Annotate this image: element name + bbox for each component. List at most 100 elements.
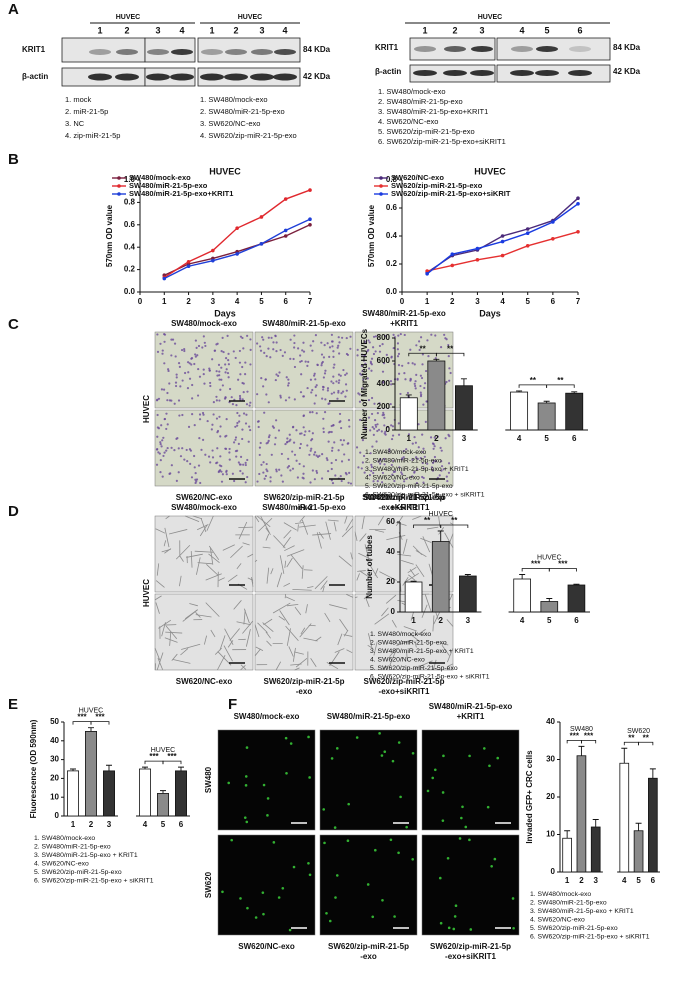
cell	[449, 371, 452, 375]
cell	[268, 434, 271, 437]
tube	[182, 609, 198, 622]
cell	[233, 479, 236, 483]
significance: ***	[531, 560, 541, 569]
cell	[265, 462, 268, 466]
cell	[386, 425, 389, 429]
tube	[243, 608, 250, 624]
tube	[236, 563, 242, 570]
cell	[159, 442, 162, 446]
cell	[281, 886, 285, 890]
x-axis-label: Days	[214, 308, 236, 318]
cell	[381, 899, 384, 902]
cell	[210, 428, 213, 431]
cell	[401, 473, 404, 476]
cell	[349, 482, 353, 485]
cell	[306, 386, 309, 390]
tube	[432, 668, 443, 671]
label: SW480/mock-exo	[234, 712, 300, 721]
cell	[291, 450, 294, 453]
cell	[315, 471, 319, 474]
cell	[404, 378, 407, 381]
cell	[308, 411, 312, 414]
tube	[263, 618, 273, 626]
cell	[424, 369, 428, 373]
legend-entry: 1. SW480/mock-exo	[370, 631, 431, 638]
cell	[215, 462, 218, 465]
cell	[189, 462, 192, 465]
cell	[289, 469, 292, 472]
cell	[220, 366, 223, 369]
cell	[402, 449, 405, 453]
cell	[438, 876, 442, 880]
cell	[220, 470, 223, 473]
cell	[416, 457, 419, 460]
cell	[444, 337, 447, 340]
cell	[262, 912, 265, 916]
significance: ***	[149, 752, 159, 761]
cell	[232, 441, 236, 444]
cell	[228, 451, 231, 454]
cell	[260, 377, 263, 380]
cell	[411, 857, 415, 861]
tube	[266, 567, 270, 584]
label: 4	[282, 25, 287, 35]
cell	[278, 371, 281, 374]
label: 4	[500, 297, 505, 306]
cell	[275, 341, 278, 344]
group-label: SW620	[627, 728, 650, 735]
significance: ***	[167, 752, 177, 761]
label: 7	[576, 297, 581, 306]
cell	[313, 372, 316, 375]
cell	[426, 789, 430, 793]
tube	[374, 613, 390, 625]
cell	[279, 396, 282, 399]
cell	[442, 754, 445, 758]
cell	[454, 904, 458, 908]
cell	[302, 472, 305, 475]
cell	[298, 462, 301, 466]
cell	[161, 439, 164, 442]
label: 2	[452, 25, 457, 35]
error-bar	[178, 766, 184, 771]
point	[525, 227, 530, 231]
cell	[173, 449, 176, 452]
cell	[355, 736, 359, 739]
cell	[265, 468, 268, 471]
label: 1. SW480/mock-exo	[378, 87, 446, 96]
cell	[168, 382, 171, 385]
legend-marker	[379, 184, 383, 188]
cell	[289, 742, 293, 745]
cell	[306, 364, 309, 367]
cell	[179, 455, 183, 458]
cell	[338, 352, 341, 355]
cell	[376, 412, 379, 415]
cell	[302, 465, 305, 468]
legend-entry: 5. SW620/zip-miR-21-5p-exo	[370, 665, 458, 672]
cell	[370, 369, 373, 372]
cell	[337, 391, 340, 394]
tube	[415, 550, 427, 558]
tube	[322, 586, 325, 593]
cell	[203, 382, 206, 385]
cell	[409, 348, 412, 351]
cell	[417, 446, 420, 449]
label: 3	[475, 297, 480, 306]
cell	[377, 460, 380, 463]
bar	[576, 755, 587, 873]
cell	[460, 816, 463, 820]
cell	[345, 372, 348, 375]
cell	[431, 776, 435, 780]
cell	[447, 462, 451, 465]
cell	[245, 403, 249, 406]
x-tick-label: 6	[574, 616, 579, 625]
tube	[358, 552, 374, 561]
cell	[384, 334, 387, 338]
tube	[402, 538, 408, 554]
cell	[293, 334, 296, 337]
cell	[259, 441, 262, 445]
label: 84 KDa	[613, 43, 641, 52]
cell	[377, 428, 381, 431]
cell	[314, 334, 317, 337]
legend-marker	[379, 192, 383, 196]
tube	[200, 517, 207, 533]
